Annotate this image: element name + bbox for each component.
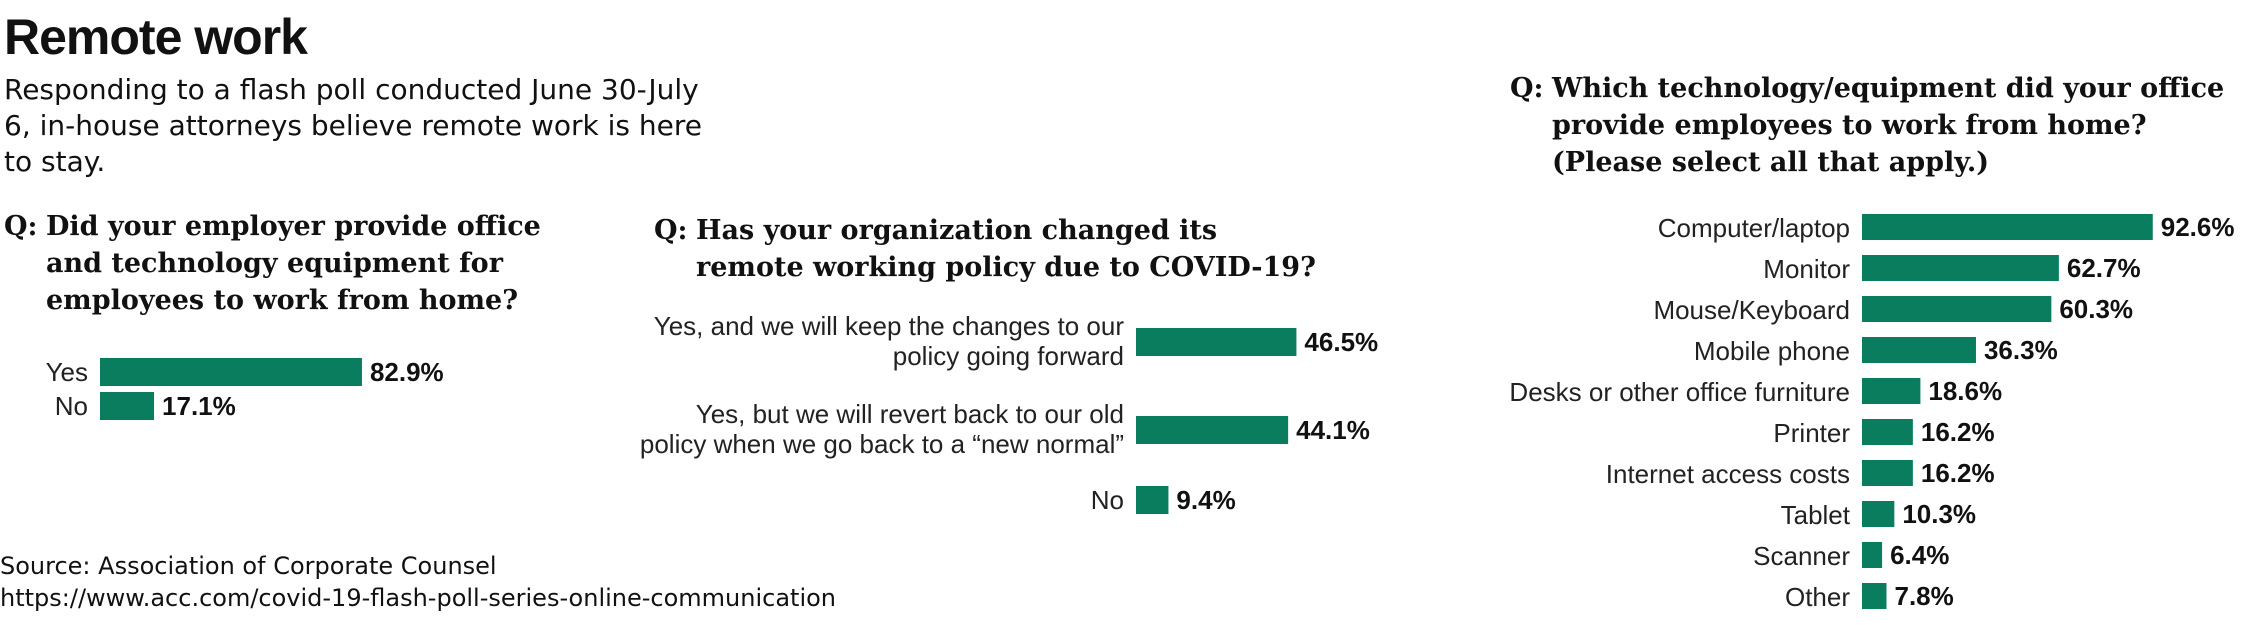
- chart-employer-equipment-svg: Yes 82.9% No 17.1%: [46, 357, 444, 421]
- bar: [1862, 419, 1913, 445]
- question-prefix: Q:: [654, 215, 688, 246]
- bar: [1862, 337, 1976, 363]
- question-text: Has your organization changed its remote…: [696, 215, 1316, 283]
- category-label: Mobile phone: [1694, 336, 1850, 366]
- category-label: Other: [1785, 582, 1850, 612]
- category-label: No: [1091, 485, 1124, 515]
- bar: [1862, 583, 1887, 609]
- source-note: Source: Association of Corporate Counsel…: [0, 550, 836, 614]
- category-label: Mouse/Keyboard: [1653, 295, 1850, 325]
- question-2: Q: Has your organization changed its rem…: [654, 212, 1414, 286]
- value-label: 92.6%: [2161, 212, 2235, 242]
- value-label: 60.3%: [2059, 294, 2133, 324]
- value-label: 44.1%: [1296, 415, 1370, 445]
- value-label: 82.9%: [370, 357, 444, 387]
- question-text: Which technology/equipment did your offi…: [1552, 73, 2225, 178]
- value-label: 16.2%: [1921, 458, 1995, 488]
- category-label: Printer: [1773, 418, 1850, 448]
- bar: [100, 358, 362, 386]
- question-1: Q: Did your employer provide office and …: [4, 208, 624, 319]
- question-prefix: Q:: [4, 211, 38, 242]
- value-label: 10.3%: [1902, 499, 1976, 529]
- source-url[interactable]: https://www.acc.com/covid-19-flash-poll-…: [0, 584, 837, 612]
- category-label: policy going forward: [893, 341, 1124, 371]
- category-label: Yes: [46, 357, 88, 387]
- category-label: Yes, but we will revert back to our old: [696, 399, 1124, 429]
- value-label: 6.4%: [1890, 540, 1949, 570]
- chart-technology-provided-svg: Computer/laptop 92.6% Monitor 62.7% Mouse/Ke…: [1509, 212, 2235, 612]
- bar: [1862, 214, 2153, 240]
- category-label: Scanner: [1753, 541, 1850, 571]
- bar: [1862, 542, 1883, 568]
- value-label: 7.8%: [1894, 581, 1953, 611]
- bar: [1862, 378, 1921, 404]
- chart-remote-policy: Yes, and we will keep the changes to our…: [640, 300, 1400, 530]
- bar: [1862, 501, 1895, 527]
- category-label: Desks or other office furniture: [1509, 377, 1850, 407]
- value-label: 18.6%: [1928, 376, 2002, 406]
- bar: [1136, 416, 1289, 444]
- chart-remote-policy-svg: Yes, and we will keep the changes to our…: [640, 311, 1378, 515]
- page-subtitle: Responding to a flash poll conducted Jun…: [4, 73, 703, 178]
- category-label: Computer/laptop: [1658, 213, 1850, 243]
- category-label: policy when we go back to a “new normal”: [640, 429, 1124, 459]
- bar: [1136, 328, 1297, 356]
- bar: [1862, 460, 1913, 486]
- bar: [100, 392, 155, 420]
- bar: [1862, 255, 2059, 281]
- question-text: Did your employer provide office and tec…: [46, 211, 541, 316]
- source-text: Source: Association of Corporate Counsel: [0, 552, 497, 580]
- category-label: Monitor: [1763, 254, 1850, 284]
- bar: [1862, 296, 2052, 322]
- page-title: Remote work: [4, 9, 308, 65]
- value-label: 36.3%: [1984, 335, 2058, 365]
- value-label: 9.4%: [1176, 485, 1235, 515]
- category-label: Internet access costs: [1606, 459, 1850, 489]
- category-label: No: [55, 391, 88, 421]
- chart-technology-provided: Computer/laptop 92.6% Monitor 62.7% Mouse/Ke…: [1480, 208, 2244, 624]
- question-prefix: Q:: [1510, 73, 1544, 104]
- chart-employer-equipment: Yes 82.9% No 17.1%: [0, 350, 560, 430]
- category-label: Tablet: [1781, 500, 1851, 530]
- value-label: 16.2%: [1921, 417, 1995, 447]
- value-label: 62.7%: [2067, 253, 2141, 283]
- category-label: Yes, and we will keep the changes to our: [654, 311, 1125, 341]
- value-label: 17.1%: [162, 391, 236, 421]
- bar: [1136, 486, 1169, 514]
- question-3: Q: Which technology/equipment did your o…: [1510, 70, 2230, 181]
- value-label: 46.5%: [1304, 327, 1378, 357]
